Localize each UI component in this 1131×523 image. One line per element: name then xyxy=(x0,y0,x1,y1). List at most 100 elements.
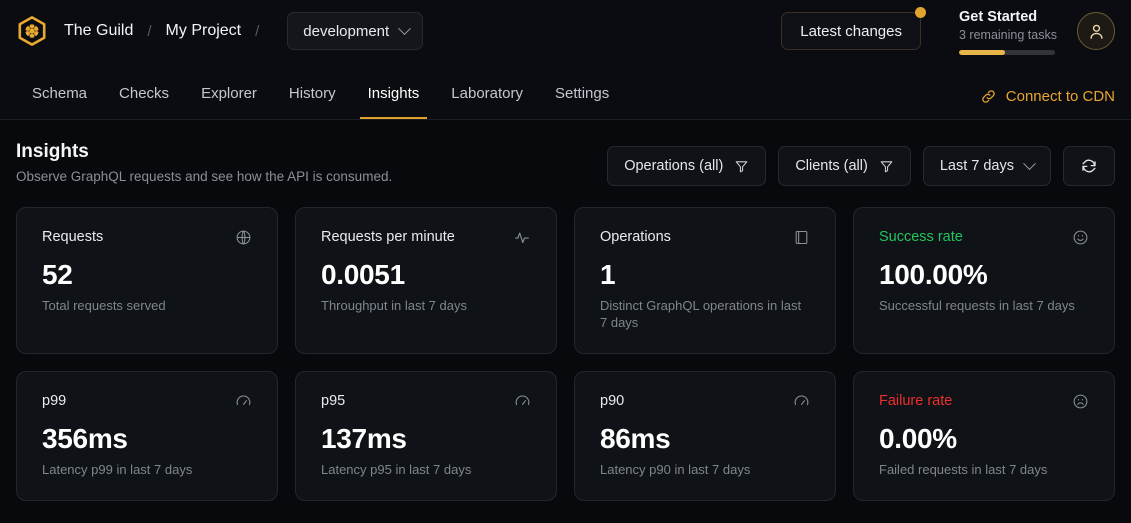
metric-value: 1 xyxy=(600,259,616,290)
metric-value: 52 xyxy=(42,259,73,290)
latest-changes-button[interactable]: Latest changes xyxy=(781,7,926,50)
metric-label: Success rate xyxy=(879,229,963,245)
gauge-icon xyxy=(794,395,809,406)
metric-card-header: p95 xyxy=(321,392,531,411)
metric-card-operations: Operations 1 Distinct GraphQL operations… xyxy=(574,207,836,354)
page-subtitle: Observe GraphQL requests and see how the… xyxy=(16,169,393,184)
metric-card-p99: p99 356ms Latency p99 in last 7 days xyxy=(16,371,278,501)
clients-filter-label: Clients (all) xyxy=(795,158,868,174)
metric-card-p90: p90 86ms Latency p90 in last 7 days xyxy=(574,371,836,501)
metric-description: Failed requests in last 7 days xyxy=(879,462,1048,477)
metric-description: Distinct GraphQL operations in last 7 da… xyxy=(600,298,802,330)
page-heading-group: Insights Observe GraphQL requests and se… xyxy=(16,140,392,186)
smiley-sad-icon xyxy=(1073,394,1088,409)
breadcrumb-project[interactable]: My Project xyxy=(165,22,242,39)
avatar[interactable] xyxy=(1077,12,1115,50)
environment-select[interactable]: development xyxy=(287,12,424,50)
operations-filter-button[interactable]: Operations (all) xyxy=(607,146,767,186)
smiley-happy-icon xyxy=(1073,230,1088,245)
breadcrumb: The Guild / My Project / development xyxy=(16,12,424,50)
tab-schema[interactable]: Schema xyxy=(16,62,103,119)
refresh-icon xyxy=(1082,159,1096,173)
link-icon xyxy=(982,90,995,103)
get-started-title: Get Started xyxy=(959,8,1038,25)
metric-card-header: Operations xyxy=(600,228,810,247)
metric-description: Throughput in last 7 days xyxy=(321,298,467,313)
guild-hexagon-logo-icon[interactable] xyxy=(16,15,48,47)
tab-explorer[interactable]: Explorer xyxy=(185,62,273,119)
date-range-select[interactable]: Last 7 days xyxy=(922,146,1051,186)
filter-funnel-icon xyxy=(735,160,748,172)
notification-dot-icon xyxy=(915,7,926,18)
insights-page: Insights Observe GraphQL requests and se… xyxy=(0,120,1131,501)
metric-value: 100.00% xyxy=(879,259,988,290)
metric-card-p95: p95 137ms Latency p95 in last 7 days xyxy=(295,371,557,501)
breadcrumb-separator-1: / xyxy=(147,22,152,40)
clients-filter-button[interactable]: Clients (all) xyxy=(778,146,911,186)
tab-insights-label: Insights xyxy=(367,85,420,102)
user-avatar-icon xyxy=(1089,24,1103,39)
metric-card-success-rate: Success rate 100.00% Successful requests… xyxy=(853,207,1115,354)
metric-value: 0.0051 xyxy=(321,259,405,290)
metric-label: p99 xyxy=(42,393,67,409)
metric-description: Latency p95 in last 7 days xyxy=(321,462,472,477)
metric-description: Latency p99 in last 7 days xyxy=(42,462,193,477)
metrics-grid: Requests 52 Total requests served Reques… xyxy=(16,207,1115,501)
metric-value: 0.00% xyxy=(879,423,957,454)
metric-value: 86ms xyxy=(600,423,671,454)
globe-icon xyxy=(236,230,251,245)
tab-laboratory-label: Laboratory xyxy=(451,85,524,102)
page-title: Insights xyxy=(16,141,89,162)
chevron-down-icon xyxy=(398,21,412,35)
tab-laboratory[interactable]: Laboratory xyxy=(435,62,539,119)
metric-card-header: p90 xyxy=(600,392,810,411)
page-header: Insights Observe GraphQL requests and se… xyxy=(16,140,1115,186)
metric-description: Latency p90 in last 7 days xyxy=(600,462,751,477)
metric-card-header: Success rate xyxy=(879,228,1089,247)
main-navigation: Schema Checks Explorer History Insights … xyxy=(0,62,1131,120)
breadcrumb-separator-2: / xyxy=(255,22,260,40)
metric-card-requests: Requests 52 Total requests served xyxy=(16,207,278,354)
tab-checks[interactable]: Checks xyxy=(103,62,185,119)
tab-settings[interactable]: Settings xyxy=(539,62,625,119)
get-started-widget[interactable]: Get Started 3 remaining tasks xyxy=(959,8,1057,55)
metric-card-failure-rate: Failure rate 0.00% Failed requests in la… xyxy=(853,371,1115,501)
filter-funnel-icon xyxy=(880,160,893,172)
tab-history-label: History xyxy=(288,85,336,102)
breadcrumb-org[interactable]: The Guild xyxy=(64,22,134,39)
metric-label: Failure rate xyxy=(879,393,953,409)
app-header: The Guild / My Project / development Lat… xyxy=(0,0,1131,62)
nav-tabs: Schema Checks Explorer History Insights … xyxy=(16,62,625,119)
refresh-button[interactable] xyxy=(1063,146,1115,186)
gauge-icon xyxy=(515,395,530,406)
latest-changes-label: Latest changes xyxy=(800,22,902,40)
environment-select-value: development xyxy=(303,22,390,40)
tab-checks-label: Checks xyxy=(119,85,170,102)
book-icon xyxy=(795,230,808,245)
operations-filter-label: Operations (all) xyxy=(624,158,724,174)
metric-value: 356ms xyxy=(42,423,128,454)
tab-schema-label: Schema xyxy=(32,85,88,102)
metric-label: p90 xyxy=(600,393,625,409)
tab-insights[interactable]: Insights xyxy=(352,62,436,119)
activity-pulse-icon xyxy=(515,232,529,244)
gauge-icon xyxy=(236,395,251,406)
metric-label: Requests xyxy=(42,229,104,245)
metric-label: Requests per minute xyxy=(321,229,455,245)
get-started-progress-fill xyxy=(959,49,1006,55)
metric-card-header: Requests xyxy=(42,228,252,247)
metric-card-header: Failure rate xyxy=(879,392,1089,411)
tab-settings-label: Settings xyxy=(555,85,610,102)
date-range-label: Last 7 days xyxy=(939,158,1014,174)
filter-toolbar: Operations (all) Clients (all) Last 7 da… xyxy=(607,140,1115,186)
metric-card-header: Requests per minute xyxy=(321,228,531,247)
metric-card-requests-per-minute: Requests per minute 0.0051 Throughput in… xyxy=(295,207,557,354)
tab-history[interactable]: History xyxy=(273,62,352,119)
metric-value: 137ms xyxy=(321,423,407,454)
tab-explorer-label: Explorer xyxy=(201,85,257,102)
metric-description: Total requests served xyxy=(42,298,166,313)
metric-card-header: p99 xyxy=(42,392,252,411)
metric-description: Successful requests in last 7 days xyxy=(879,298,1075,313)
connect-to-cdn-link[interactable]: Connect to CDN xyxy=(980,88,1115,105)
metric-label: Operations xyxy=(600,229,671,245)
